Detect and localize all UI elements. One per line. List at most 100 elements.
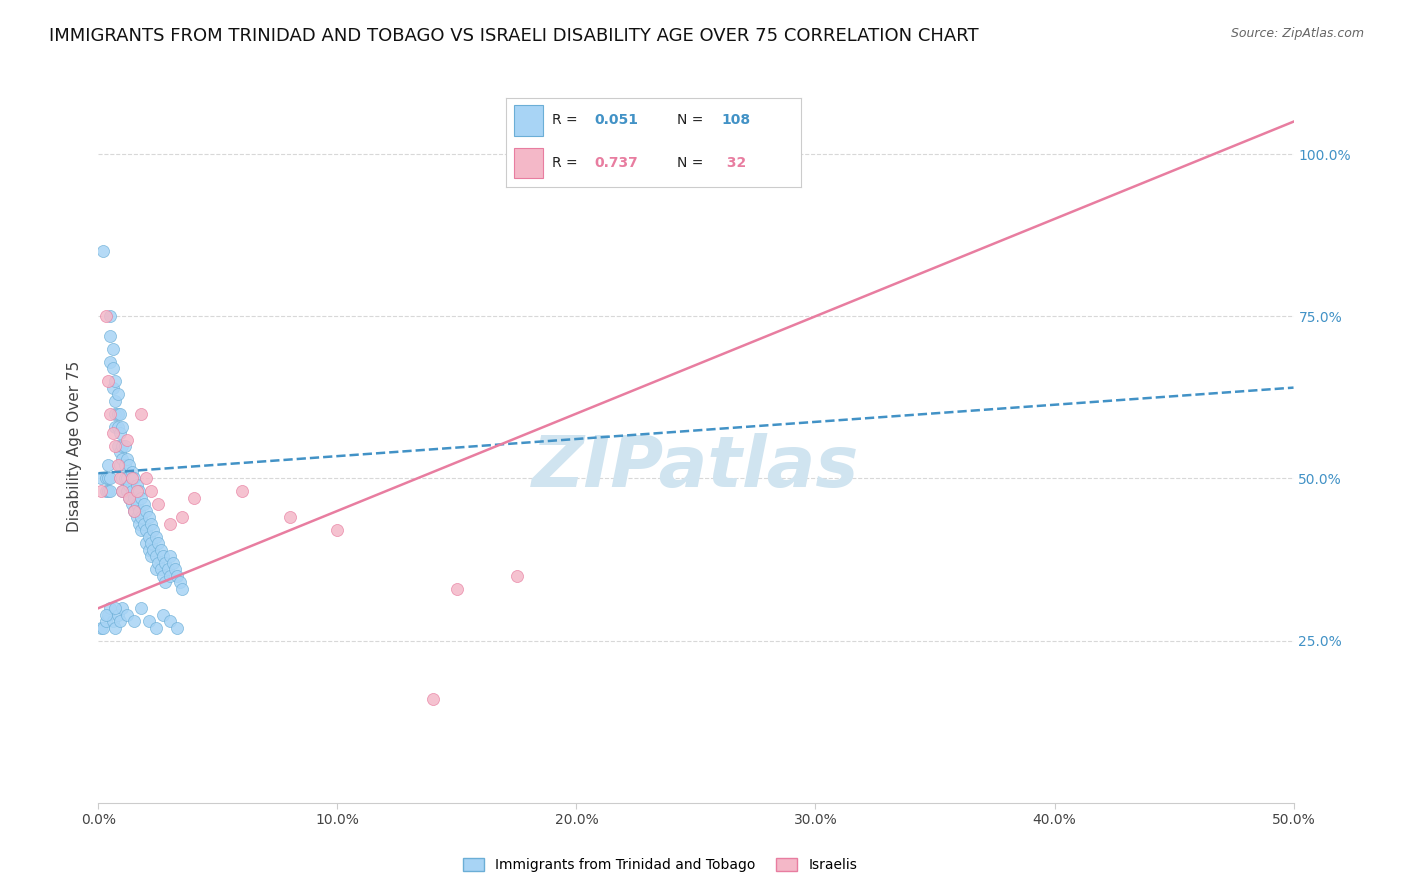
Point (135, 536, 157, 550)
Point (118, 491, 141, 505)
Point (101, 361, 124, 376)
Point (94, 614, 117, 628)
Point (124, 504, 146, 518)
Point (135, 504, 157, 518)
Point (97, 607, 120, 622)
Point (128, 516, 150, 531)
Point (128, 504, 150, 518)
Point (111, 601, 134, 615)
Point (104, 439, 127, 453)
Point (98, 471, 122, 485)
Point (131, 510, 153, 524)
Point (101, 614, 124, 628)
Text: N =: N = (678, 156, 709, 170)
Point (97, 458, 120, 473)
Point (145, 621, 167, 635)
Text: ZIPatlas: ZIPatlas (533, 433, 859, 502)
Text: R =: R = (553, 113, 582, 128)
Point (97, 484, 120, 499)
Point (111, 471, 134, 485)
Point (145, 549, 167, 564)
Point (125, 497, 148, 511)
Point (125, 484, 148, 499)
Point (111, 484, 134, 499)
Point (565, 147, 588, 161)
Point (138, 614, 160, 628)
FancyBboxPatch shape (513, 148, 543, 178)
Text: R =: R = (553, 156, 582, 170)
Point (94, 607, 117, 622)
Point (152, 549, 174, 564)
Point (148, 497, 170, 511)
Point (107, 387, 129, 401)
Point (94, 471, 117, 485)
Point (121, 497, 143, 511)
Point (97, 471, 120, 485)
Point (159, 614, 181, 628)
Point (91, 621, 114, 635)
Point (121, 484, 143, 499)
Point (98, 407, 122, 421)
Point (132, 497, 155, 511)
Point (124, 614, 146, 628)
Text: 0.737: 0.737 (595, 156, 638, 170)
Point (172, 582, 194, 596)
Point (101, 425, 124, 440)
Point (118, 458, 141, 473)
Point (98, 354, 122, 368)
Point (506, 568, 529, 582)
Point (124, 504, 146, 518)
Point (90, 471, 112, 485)
Point (108, 407, 131, 421)
Point (108, 458, 131, 473)
Point (104, 601, 127, 615)
Point (121, 465, 143, 479)
Point (541, 140, 564, 154)
Text: 32: 32 (721, 156, 747, 170)
Point (148, 556, 170, 570)
Point (149, 542, 172, 557)
Point (131, 524, 153, 538)
Point (163, 562, 186, 576)
Point (145, 530, 167, 544)
Point (613, 173, 636, 187)
Point (589, 160, 612, 174)
Point (107, 439, 129, 453)
Point (98, 484, 122, 499)
Point (125, 510, 148, 524)
Point (115, 471, 138, 485)
Point (156, 562, 179, 576)
Point (104, 407, 127, 421)
Point (131, 407, 153, 421)
Point (517, 134, 540, 148)
Point (132, 516, 155, 531)
Point (159, 516, 181, 531)
Point (138, 542, 160, 557)
Point (172, 510, 194, 524)
Point (128, 484, 150, 499)
Point (94, 484, 117, 499)
Point (125, 478, 148, 492)
Point (108, 614, 131, 628)
Point (135, 524, 157, 538)
Point (98, 328, 122, 343)
Point (139, 536, 162, 550)
Text: 0.051: 0.051 (595, 113, 638, 128)
Point (111, 452, 134, 467)
Point (159, 549, 181, 564)
Point (111, 419, 134, 434)
Point (104, 374, 127, 388)
Point (148, 536, 170, 550)
Point (118, 491, 141, 505)
Point (111, 439, 134, 453)
Point (115, 433, 138, 447)
Point (94, 310, 117, 324)
Point (159, 568, 181, 582)
Text: 108: 108 (721, 113, 751, 128)
Point (108, 445, 131, 459)
Point (166, 568, 188, 582)
Point (98, 601, 122, 615)
Point (231, 484, 253, 499)
Point (169, 575, 191, 590)
Point (107, 607, 129, 622)
